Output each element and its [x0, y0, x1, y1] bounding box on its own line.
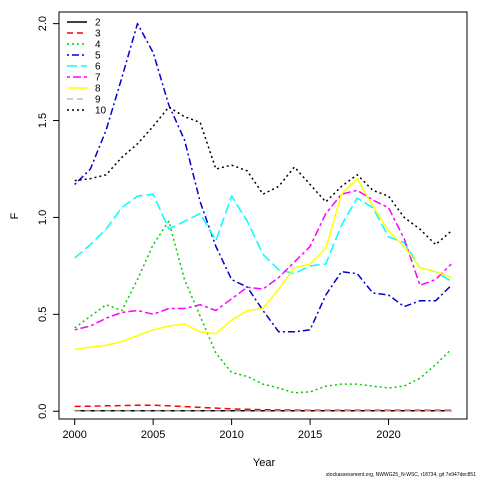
legend-label-8: 8 [95, 84, 101, 95]
plot-frame [58, 11, 468, 420]
y-tick-label: 2.0 [37, 16, 49, 31]
y-tick-label: 0.0 [37, 404, 49, 419]
footnote: stockassessment.org, NWWG25_N-WSC, r1873… [325, 472, 476, 478]
x-tick-label: 2020 [376, 429, 400, 441]
x-tick-label: 2010 [219, 429, 243, 441]
series-line-5 [74, 22, 452, 333]
legend-label-3: 3 [95, 29, 101, 40]
y-tick-label: 1.0 [37, 210, 49, 225]
x-tick-label: 2000 [62, 429, 86, 441]
series-line-3 [74, 404, 452, 412]
legend-label-9: 9 [95, 95, 101, 106]
legend-label-4: 4 [95, 40, 101, 51]
series-line-8 [74, 177, 452, 350]
x-axis-label: Year [253, 457, 276, 469]
y-axis-label: F [9, 212, 21, 219]
legend-label-7: 7 [95, 73, 101, 84]
legend-label-6: 6 [95, 62, 101, 73]
legend-label-10: 10 [95, 106, 107, 117]
legend-label-5: 5 [95, 51, 101, 62]
legend-label-2: 2 [95, 18, 101, 29]
x-tick-label: 2005 [141, 429, 165, 441]
series-line-6 [74, 193, 452, 283]
x-tick-label: 2015 [298, 429, 322, 441]
y-tick-label: 1.5 [37, 113, 49, 128]
series-line-4 [74, 220, 452, 394]
series-line-10 [74, 106, 452, 246]
y-tick-label: 0.5 [37, 307, 49, 322]
